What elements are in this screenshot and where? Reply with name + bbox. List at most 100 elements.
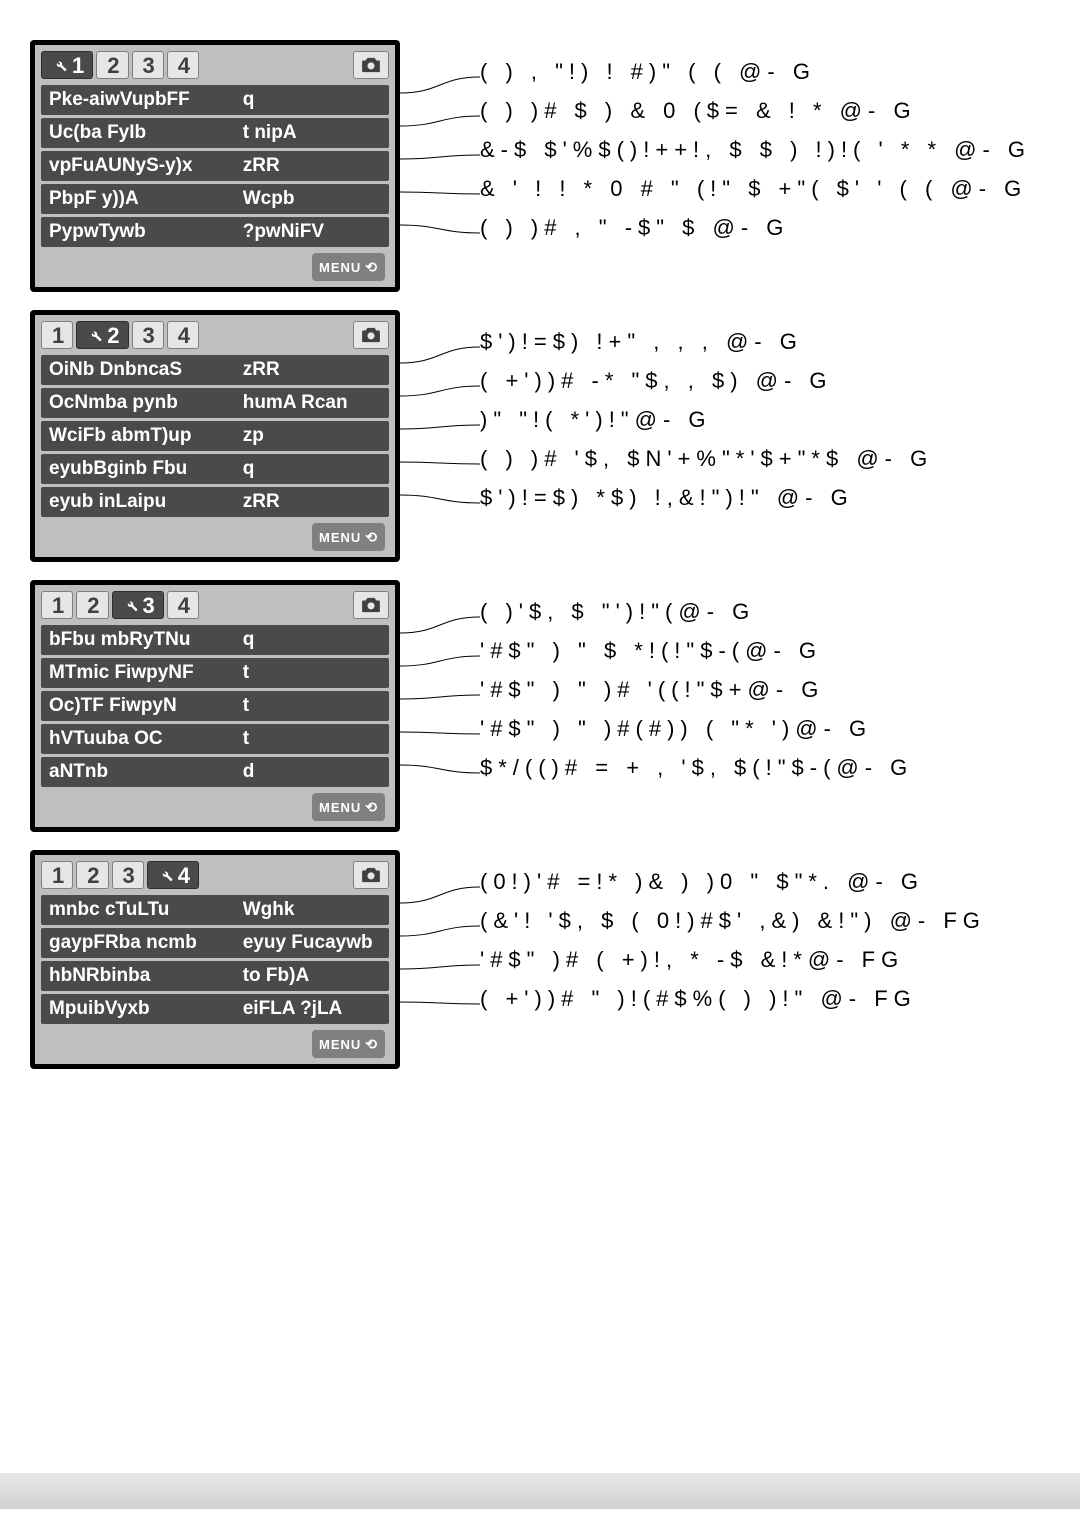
row-description: (0!)'# =!* )& ) )0 " $"*. @- G <box>480 862 1050 901</box>
menu-row[interactable]: Uc(ba FyIb t nipA <box>41 118 389 148</box>
row-description: '#$" ) " )#(#)) ( "* ')@- G <box>480 709 1050 748</box>
row-description: & ' ! ! * 0 # " (!" $ +"( $' ' ( ( @- G <box>480 169 1050 208</box>
menu-footer: MENU ⟲ <box>39 247 391 283</box>
menu-row-label: mnbc cTuLTu <box>49 899 243 921</box>
descriptions: (0!)'# =!* )& ) )0 " $"*. @- G (&'! '$, … <box>480 850 1050 1069</box>
menu-badge-text: MENU <box>319 530 361 545</box>
tab-bar: 1 2 3 4 <box>39 49 391 85</box>
menu-row[interactable]: hVTuuba OC t <box>41 724 389 754</box>
menu-row[interactable]: WciFb abmT)up zp <box>41 421 389 451</box>
menu-return-badge[interactable]: MENU ⟲ <box>312 253 385 281</box>
menu-row-label: aNTnb <box>49 761 243 783</box>
row-description: '#$" ) " )# '((!"$+@- G <box>480 670 1050 709</box>
camera-tab[interactable] <box>353 51 389 79</box>
menu-row[interactable]: vpFuAUNyS-y)x zRR <box>41 151 389 181</box>
setup-tab-1[interactable]: 1 <box>41 591 73 619</box>
menu-row-label: WciFb abmT)up <box>49 425 243 447</box>
menu-row[interactable]: eyubBginb Fbu q <box>41 454 389 484</box>
menu-row[interactable]: mnbc cTuLTu Wghk <box>41 895 389 925</box>
menu-row-value: t nipA <box>243 122 383 144</box>
menu-row[interactable]: OcNmba pynb humA Rcan <box>41 388 389 418</box>
menu-block-4: 1 2 3 4 mnbc cTuLTu Wghk gaypFRba ncmb e… <box>30 850 1050 1069</box>
menu-row-label: gaypFRba ncmb <box>49 932 243 954</box>
menu-row-label: OcNmba pynb <box>49 392 243 414</box>
menu-row-label: PypwTywb <box>49 221 243 243</box>
menu-row[interactable]: PypwTywb ?pwNiFV <box>41 217 389 247</box>
menu-return-badge[interactable]: MENU ⟲ <box>312 793 385 821</box>
setup-tab-1[interactable]: 1 <box>41 51 93 79</box>
setup-tab-3[interactable]: 3 <box>132 321 164 349</box>
menu-return-badge[interactable]: MENU ⟲ <box>312 1030 385 1058</box>
setup-tab-3[interactable]: 3 <box>112 591 164 619</box>
menu-row-value: q <box>243 629 383 651</box>
camera-tab[interactable] <box>353 861 389 889</box>
menu-row[interactable]: MpuibVyxb eiFLA ?jLA <box>41 994 389 1024</box>
menu-row[interactable]: bFbu mbRyTNu q <box>41 625 389 655</box>
row-description: )" "!( *')!"@- G <box>480 400 1050 439</box>
menu-panel: 1 2 3 4 OiNb DnbncaS zRR OcNmba pynb hum… <box>30 310 400 562</box>
menu-row[interactable]: aNTnb d <box>41 757 389 787</box>
menu-row[interactable]: MTmic FiwpyNF t <box>41 658 389 688</box>
menu-row[interactable]: gaypFRba ncmb eyuy Fucaywb <box>41 928 389 958</box>
tab-number: 2 <box>107 53 119 79</box>
connector-lines <box>400 580 480 823</box>
setup-tab-1[interactable]: 1 <box>41 861 73 889</box>
menu-rows: OiNb DnbncaS zRR OcNmba pynb humA Rcan W… <box>39 355 391 517</box>
tab-number: 3 <box>143 53 155 79</box>
row-description: '#$" )# ( +)!, * -$ &!*@- FG <box>480 940 1050 979</box>
setup-tab-2[interactable]: 2 <box>76 591 108 619</box>
menu-row[interactable]: Pke-aiwVupbFF q <box>41 85 389 115</box>
menu-footer: MENU ⟲ <box>39 1024 391 1060</box>
menu-row-value: zp <box>243 425 383 447</box>
menu-badge-text: MENU <box>319 1037 361 1052</box>
row-description: ( ) )# $ ) & 0 ($= & ! * @- G <box>480 91 1050 130</box>
menu-row-value: Wcpb <box>243 188 383 210</box>
tab-bar: 1 2 3 4 <box>39 319 391 355</box>
menu-row-label: MpuibVyxb <box>49 998 243 1020</box>
return-icon: ⟲ <box>365 529 378 546</box>
menu-row-label: bFbu mbRyTNu <box>49 629 243 651</box>
menu-row[interactable]: hbNRbinba to Fb)A <box>41 961 389 991</box>
setup-tab-2[interactable]: 2 <box>96 51 128 79</box>
menu-block-3: 1 2 3 4 bFbu mbRyTNu q MTmic FiwpyNF t O… <box>30 580 1050 832</box>
setup-tab-4[interactable]: 4 <box>167 321 199 349</box>
menu-row-label: Uc(ba FyIb <box>49 122 243 144</box>
menu-block-1: 1 2 3 4 Pke-aiwVupbFF q Uc(ba FyIb t nip… <box>30 40 1050 292</box>
row-description: '#$" ) " $ *!(!"$-(@- G <box>480 631 1050 670</box>
menu-row-value: t <box>243 728 383 750</box>
wrench-icon <box>158 863 174 889</box>
setup-tab-4[interactable]: 4 <box>167 591 199 619</box>
setup-tab-4[interactable]: 4 <box>147 861 199 889</box>
menu-block-2: 1 2 3 4 OiNb DnbncaS zRR OcNmba pynb hum… <box>30 310 1050 562</box>
menu-row-label: Oc)TF FiwpyN <box>49 695 243 717</box>
setup-tab-4[interactable]: 4 <box>167 51 199 79</box>
row-description: ( +'))# -* "$, , $) @- G <box>480 361 1050 400</box>
menu-row[interactable]: eyub inLaipu zRR <box>41 487 389 517</box>
menu-panel: 1 2 3 4 bFbu mbRyTNu q MTmic FiwpyNF t O… <box>30 580 400 832</box>
tab-number: 3 <box>123 863 135 889</box>
menu-row[interactable]: OiNb DnbncaS zRR <box>41 355 389 385</box>
setup-tab-1[interactable]: 1 <box>41 321 73 349</box>
menu-return-badge[interactable]: MENU ⟲ <box>312 523 385 551</box>
menu-row-label: PbpF y))A <box>49 188 243 210</box>
descriptions: $')!=$) !+" , , , @- G ( +'))# -* "$, , … <box>480 310 1050 562</box>
menu-badge-text: MENU <box>319 260 361 275</box>
menu-row-label: eyubBginb Fbu <box>49 458 243 480</box>
tab-number: 2 <box>107 323 119 349</box>
setup-tab-2[interactable]: 2 <box>76 321 128 349</box>
menu-row[interactable]: Oc)TF FiwpyN t <box>41 691 389 721</box>
return-icon: ⟲ <box>365 1036 378 1053</box>
menu-row-label: MTmic FiwpyNF <box>49 662 243 684</box>
setup-tab-3[interactable]: 3 <box>112 861 144 889</box>
menu-panel: 1 2 3 4 mnbc cTuLTu Wghk gaypFRba ncmb e… <box>30 850 400 1069</box>
menu-row-value: to Fb)A <box>243 965 383 987</box>
setup-tab-3[interactable]: 3 <box>132 51 164 79</box>
menu-row-label: hbNRbinba <box>49 965 243 987</box>
menu-row[interactable]: PbpF y))A Wcpb <box>41 184 389 214</box>
tab-number: 1 <box>72 53 84 79</box>
camera-tab[interactable] <box>353 321 389 349</box>
row-description: ( ) )# , " -$" $ @- G <box>480 208 1050 247</box>
menu-row-label: hVTuuba OC <box>49 728 243 750</box>
camera-tab[interactable] <box>353 591 389 619</box>
setup-tab-2[interactable]: 2 <box>76 861 108 889</box>
